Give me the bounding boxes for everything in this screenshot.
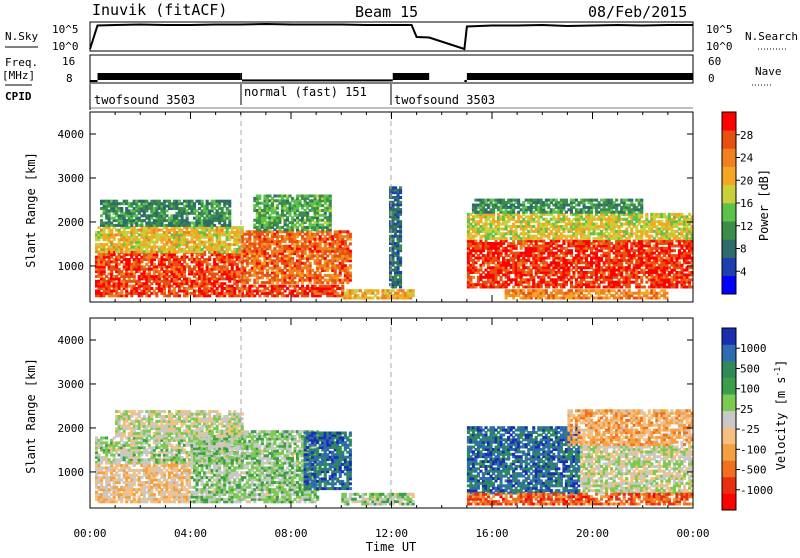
nsky-right-tick-bottom: 10^0 <box>706 40 733 53</box>
heat-cell <box>673 249 676 252</box>
nsearch-label: N.Search <box>745 30 798 43</box>
freq-bar <box>393 73 429 80</box>
nsky-panel: N.Sky 10^5 10^0 10^5 10^0 N.Search <box>5 22 798 53</box>
beam-title: Beam 15 <box>355 3 418 21</box>
heat-cell <box>399 196 402 199</box>
freq-bar <box>464 80 467 82</box>
heat-cell <box>349 250 352 253</box>
station-title: Inuvik (fitACF) <box>92 1 227 19</box>
heat-cell <box>472 276 475 279</box>
freq-bar <box>242 79 391 81</box>
heat-cell <box>399 208 402 211</box>
heat-cell <box>248 279 251 282</box>
heat-cell <box>376 289 379 292</box>
heat-cell <box>399 220 402 223</box>
heat-cell <box>309 262 312 265</box>
heat-cell <box>505 237 508 240</box>
freq-left-tick-bottom: 8 <box>66 72 73 85</box>
heat-cell <box>329 195 332 198</box>
heat-cell <box>349 233 352 236</box>
heat-cell <box>399 186 402 189</box>
freq-label-unit: [MHz] <box>2 69 35 82</box>
nave-right-tick-bottom: 0 <box>708 72 715 85</box>
freq-panel: Freq. [MHz] 16 8 60 0 Nave <box>2 55 782 85</box>
heat-cell <box>120 207 123 210</box>
cpid-row: CPID twofsound 3503 normal (fast) 151 tw… <box>5 84 693 110</box>
cpid-segment-3: twofsound 3503 <box>394 93 495 107</box>
heat-cell <box>412 289 415 292</box>
heat-cell <box>178 294 181 297</box>
heat-cell <box>341 285 344 288</box>
freq-bar <box>90 80 98 82</box>
heat-cell <box>349 264 352 267</box>
nsky-left-tick-top: 10^5 <box>52 23 79 36</box>
nsky-right-tick-top: 10^5 <box>706 23 733 36</box>
heat-cell <box>399 271 402 274</box>
cpid-segment-2: normal (fast) 151 <box>244 85 367 99</box>
heat-cell <box>399 257 402 260</box>
freq-bar <box>467 73 693 80</box>
cpid-segment-1: twofsound 3503 <box>94 93 195 107</box>
heat-cell <box>570 249 573 252</box>
nsky-left-tick-bottom: 10^0 <box>52 40 79 53</box>
heat-cell <box>349 242 352 245</box>
date-title: 08/Feb/2015 <box>588 3 687 21</box>
heat-cell <box>643 286 646 289</box>
nave-right-tick-top: 60 <box>708 55 721 68</box>
heat-cell <box>399 244 402 247</box>
heat-cell <box>228 200 231 203</box>
heat-cell <box>291 257 294 260</box>
freq-bar <box>98 73 241 80</box>
heat-cell <box>213 224 216 227</box>
heat-cell <box>258 195 261 198</box>
freq-bar <box>241 73 242 80</box>
heat-cell <box>399 201 402 204</box>
nsky-line <box>90 24 693 49</box>
cpid-label: CPID <box>5 90 32 103</box>
freq-bar <box>392 79 393 81</box>
heat-cell <box>228 209 231 212</box>
freq-label-top: Freq. <box>5 56 38 69</box>
heat-cell <box>349 271 352 274</box>
heat-cell <box>201 200 204 203</box>
heat-cell <box>241 226 244 229</box>
nave-label: Nave <box>755 65 782 78</box>
freq-left-tick-top: 16 <box>62 55 75 68</box>
nsky-label: N.Sky <box>5 30 38 43</box>
